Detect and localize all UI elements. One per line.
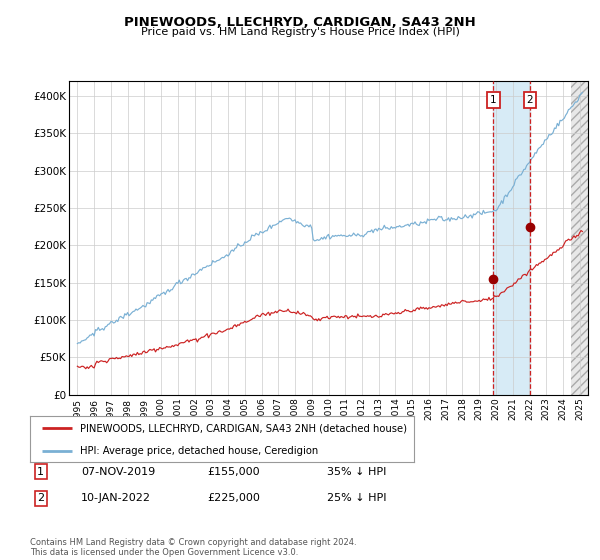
Text: £225,000: £225,000 xyxy=(207,493,260,503)
Text: PINEWOODS, LLECHRYD, CARDIGAN, SA43 2NH: PINEWOODS, LLECHRYD, CARDIGAN, SA43 2NH xyxy=(124,16,476,29)
Bar xyxy=(571,81,588,395)
Text: 25% ↓ HPI: 25% ↓ HPI xyxy=(327,493,386,503)
Text: 1: 1 xyxy=(490,95,497,105)
Text: 07-NOV-2019: 07-NOV-2019 xyxy=(81,466,155,477)
Text: £155,000: £155,000 xyxy=(207,466,260,477)
Text: Contains HM Land Registry data © Crown copyright and database right 2024.
This d: Contains HM Land Registry data © Crown c… xyxy=(30,538,356,557)
Text: 2: 2 xyxy=(37,493,44,503)
Text: 1: 1 xyxy=(37,466,44,477)
Bar xyxy=(493,81,530,395)
Text: HPI: Average price, detached house, Ceredigion: HPI: Average price, detached house, Cere… xyxy=(80,446,318,455)
Text: 10-JAN-2022: 10-JAN-2022 xyxy=(81,493,151,503)
Text: 35% ↓ HPI: 35% ↓ HPI xyxy=(327,466,386,477)
Text: 2: 2 xyxy=(527,95,533,105)
Bar xyxy=(571,81,588,395)
Text: PINEWOODS, LLECHRYD, CARDIGAN, SA43 2NH (detached house): PINEWOODS, LLECHRYD, CARDIGAN, SA43 2NH … xyxy=(80,423,407,433)
Text: Price paid vs. HM Land Registry's House Price Index (HPI): Price paid vs. HM Land Registry's House … xyxy=(140,27,460,37)
